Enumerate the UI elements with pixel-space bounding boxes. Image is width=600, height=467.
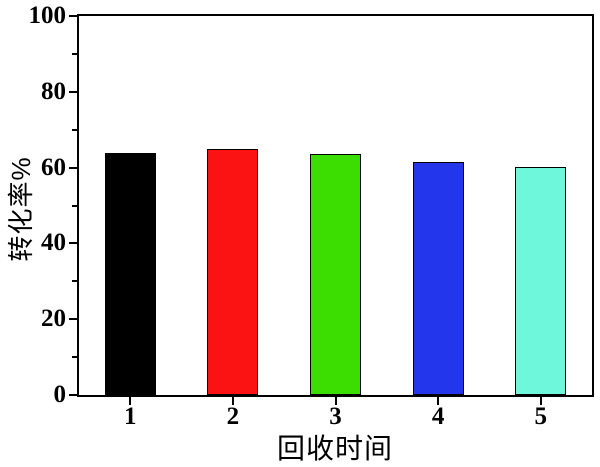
y-major-tick-0 bbox=[69, 394, 77, 396]
y-tick-label-40: 40 bbox=[41, 229, 66, 257]
x-tick-4 bbox=[437, 397, 440, 405]
bar-cycle-2 bbox=[207, 149, 259, 395]
x-tick-2 bbox=[231, 397, 234, 405]
y-tick-label-80: 80 bbox=[41, 77, 66, 105]
bar-cycle-1 bbox=[104, 153, 156, 395]
y-tick-label-20: 20 bbox=[41, 305, 66, 333]
x-tick-label-4: 4 bbox=[431, 403, 445, 430]
y-tick-label-100: 100 bbox=[28, 2, 67, 29]
y-minor-tick-10 bbox=[72, 356, 77, 359]
y-tick-label-60: 60 bbox=[41, 153, 66, 181]
y-minor-tick-70 bbox=[72, 128, 77, 131]
y-major-tick-80 bbox=[69, 90, 77, 93]
x-tick-label-3: 3 bbox=[329, 403, 342, 430]
y-axis-label: 转化率% bbox=[6, 156, 36, 262]
bar-cycle-4 bbox=[412, 161, 464, 395]
x-tick-label-2: 2 bbox=[226, 403, 240, 430]
x-tick-3 bbox=[334, 397, 337, 405]
x-tick-label-1: 1 bbox=[124, 403, 137, 430]
y-major-tick-20 bbox=[69, 318, 77, 321]
x-axis-label: 回收时间 bbox=[276, 433, 393, 464]
y-minor-tick-30 bbox=[72, 280, 77, 283]
y-major-tick-100 bbox=[69, 15, 77, 17]
y-major-tick-40 bbox=[69, 242, 77, 245]
y-major-tick-60 bbox=[69, 166, 77, 169]
bar-cycle-3 bbox=[310, 153, 361, 395]
y-minor-tick-50 bbox=[72, 204, 77, 207]
x-tick-label-5: 5 bbox=[534, 403, 547, 430]
y-minor-tick-90 bbox=[72, 52, 77, 55]
y-tick-label-0: 0 bbox=[53, 381, 67, 408]
bar-cycle-5 bbox=[515, 167, 567, 395]
x-tick-5 bbox=[539, 397, 542, 405]
x-tick-1 bbox=[129, 397, 132, 405]
